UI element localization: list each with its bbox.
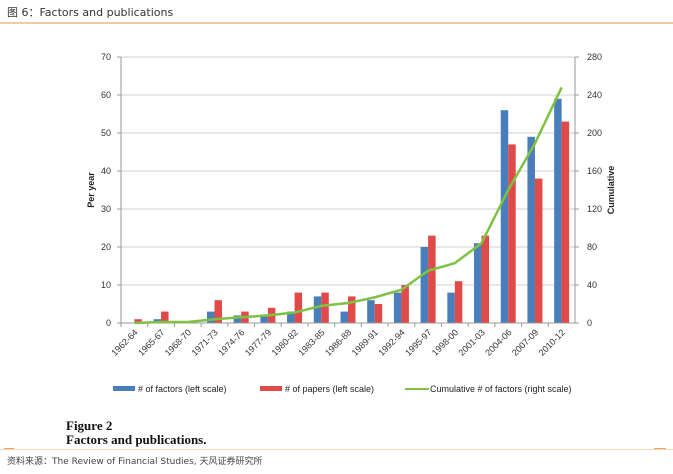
y-tick-label: 60 [101,90,111,100]
cumulative-series-line [134,86,563,325]
bars [134,98,570,323]
y-tick-label: 50 [101,128,111,138]
y-tick-label: 40 [101,166,111,176]
papers-bar [481,235,490,323]
factors-bar [393,292,402,323]
factors-bar [420,247,429,323]
y-axis-label: Per year [86,172,96,208]
legend-factors-label: # of factors (left scale) [138,384,227,394]
x-tick-label: 1998-00 [430,327,460,357]
papers-bar [161,311,169,323]
x-tick-label: 1983-85 [296,327,326,357]
y2-tick-label: 40 [587,280,597,290]
footer-accent-left [4,448,14,449]
x-tick-label: 1995-97 [403,327,433,357]
papers-bar [348,296,356,323]
factors-bar [206,311,215,323]
y2-tick-label: 200 [587,128,602,138]
papers-bar [214,300,222,323]
papers-bar [508,144,516,323]
figure-title: Factors and publications. [66,432,207,447]
legend-papers-swatch [260,386,282,391]
gridlines [121,56,575,286]
papers-bar [321,292,329,323]
x-tick-label: 2007-09 [510,327,540,357]
legend-factors-swatch [113,386,135,391]
y-tick-label: 20 [101,242,111,252]
y-tick-label: 0 [106,318,111,328]
papers-bar [561,121,570,323]
factors-bar [233,315,242,323]
factors-bar [260,315,268,323]
x-tick-label: 1986-88 [323,327,353,357]
factors-bar [554,98,562,323]
footer-accent-right [654,448,666,449]
papers-bar [374,304,383,323]
axes [117,56,579,327]
papers-bar [454,281,463,323]
legend-cumulative-label: Cumulative # of factors (right scale) [430,384,572,394]
source-note: 资料来源：The Review of Financial Studies, 天风… [7,457,263,467]
legend: # of factors (left scale) # of papers (le… [113,384,572,394]
figure-label: Figure 2 [66,418,113,433]
papers-bar [534,178,543,323]
y2-tick-label: 240 [587,90,602,100]
y-tick-label: 70 [101,52,111,62]
x-tick-label: 2001-03 [457,327,487,357]
x-tick-label: 1977-79 [243,327,273,357]
factors-bar [313,296,322,323]
y2-tick-label: 0 [587,318,592,328]
y-tick-label: 10 [101,280,111,290]
y-tick-label: 30 [101,204,111,214]
papers-bar [401,285,409,323]
papers-bar [294,292,303,323]
x-tick-label: 1962-64 [109,327,139,357]
header-divider [0,22,673,24]
x-tick-label: 1968-70 [163,327,193,357]
y2-tick-label: 160 [587,166,602,176]
cumulative-line [134,86,563,325]
x-tick-label: 1989-91 [350,327,380,357]
papers-bar [428,235,436,323]
legend-papers-label: # of papers (left scale) [285,384,374,394]
figure-header: 图 6：Factors and publications [7,6,174,19]
footer-divider [0,449,673,450]
y2-tick-label: 80 [587,242,597,252]
factors-bar [367,300,375,323]
x-tick-label: 1992-94 [376,327,406,357]
papers-bar [134,319,142,323]
x-tick-label: 2010-12 [537,327,567,357]
y2-tick-label: 280 [587,52,602,62]
y2-axis-label: Cumulative [606,166,616,215]
factors-bar [527,136,535,323]
x-tick-label: 1980-82 [270,327,300,357]
factors-bar [447,292,455,323]
x-tick-label: 1974-76 [216,327,246,357]
factors-bar [474,243,482,323]
factors-bar [500,110,509,323]
x-tick-label: 2004-06 [483,327,513,357]
factors-bar [340,311,348,323]
x-tick-label: 1965-67 [136,327,166,357]
factors-bar [287,311,295,323]
x-tick-label: 1971-73 [189,327,219,357]
y2-tick-label: 120 [587,204,602,214]
